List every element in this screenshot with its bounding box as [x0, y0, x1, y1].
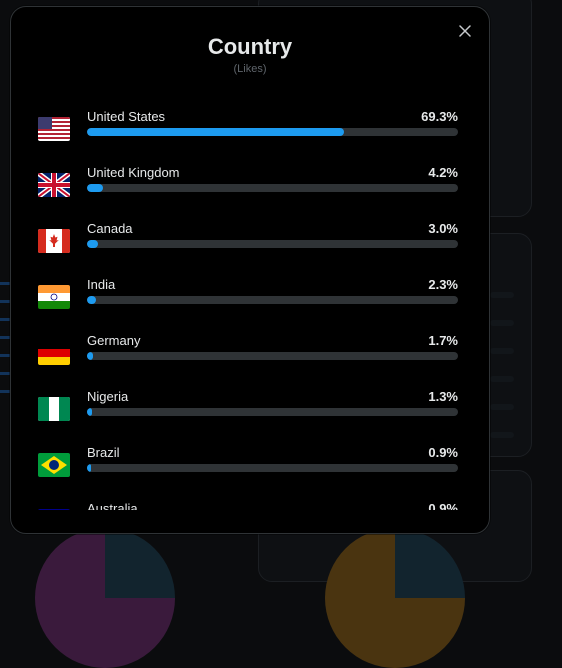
country-row-nigeria: Nigeria 1.3%	[11, 387, 489, 443]
country-name: Nigeria	[87, 389, 129, 404]
background-bar	[0, 372, 10, 375]
progress-fill	[87, 352, 94, 360]
dialog-subtitle: (Likes)	[233, 63, 267, 75]
country-name: Brazil	[87, 445, 120, 460]
background-bar	[490, 320, 514, 326]
close-icon	[459, 25, 471, 37]
country-row-canada: Canada 3.0%	[11, 219, 489, 275]
country-row-india: India 2.3%	[11, 275, 489, 331]
close-button[interactable]	[455, 21, 475, 41]
country-name: Australia	[87, 501, 138, 510]
background-bar	[490, 348, 514, 354]
ca-flag-icon	[38, 229, 70, 253]
progress-fill	[87, 296, 96, 304]
dialog-title: Country	[207, 34, 293, 59]
country-percent: 0.9%	[428, 501, 458, 510]
progress-fill	[87, 408, 92, 416]
in-flag-icon	[38, 285, 70, 309]
country-name: Canada	[87, 221, 133, 236]
br-flag-icon	[38, 453, 70, 477]
progress-track	[87, 128, 458, 136]
background-bar	[0, 318, 10, 321]
de-flag-icon	[38, 341, 70, 365]
country-percent: 69.3%	[421, 109, 458, 124]
progress-track	[87, 296, 458, 304]
background-bar	[0, 354, 10, 357]
country-name: United Kingdom	[87, 165, 180, 180]
country-name: United States	[87, 109, 166, 124]
gb-flag-icon	[38, 173, 70, 197]
background-bar	[490, 404, 514, 410]
country-row-united-states: United States 69.3%	[11, 107, 489, 163]
progress-track	[87, 408, 458, 416]
background-donut-chart	[35, 528, 175, 668]
background-bar	[0, 336, 10, 339]
background-bar	[0, 390, 10, 393]
progress-fill	[87, 240, 99, 248]
country-list[interactable]: United States 69.3% United Kingdom 4.2%	[11, 107, 489, 510]
country-name: India	[87, 277, 116, 292]
progress-track	[87, 352, 458, 360]
background-bar	[490, 292, 514, 298]
au-flag-icon	[38, 509, 70, 510]
progress-fill	[87, 464, 92, 472]
progress-fill	[87, 128, 345, 136]
ng-flag-icon	[38, 397, 70, 421]
country-percent: 4.2%	[428, 165, 458, 180]
background-bar	[0, 282, 10, 285]
us-flag-icon	[38, 117, 70, 141]
country-percent: 3.0%	[428, 221, 458, 236]
country-percent: 2.3%	[428, 277, 458, 292]
background-bar	[0, 300, 10, 303]
country-row-united-kingdom: United Kingdom 4.2%	[11, 163, 489, 219]
background-bar	[490, 432, 514, 438]
progress-track	[87, 184, 458, 192]
progress-fill	[87, 184, 103, 192]
country-name: Germany	[87, 333, 141, 348]
background-donut-chart	[325, 528, 465, 668]
country-row-germany: Germany 1.7%	[11, 331, 489, 387]
country-likes-dialog: Country (Likes) United States 69.3%	[10, 6, 490, 534]
progress-track	[87, 240, 458, 248]
country-percent: 1.3%	[428, 389, 458, 404]
background-bar	[490, 376, 514, 382]
country-row-brazil: Brazil 0.9%	[11, 443, 489, 499]
country-percent: 0.9%	[428, 445, 458, 460]
country-percent: 1.7%	[428, 333, 458, 348]
country-row-australia: Australia 0.9%	[11, 499, 489, 510]
progress-track	[87, 464, 458, 472]
